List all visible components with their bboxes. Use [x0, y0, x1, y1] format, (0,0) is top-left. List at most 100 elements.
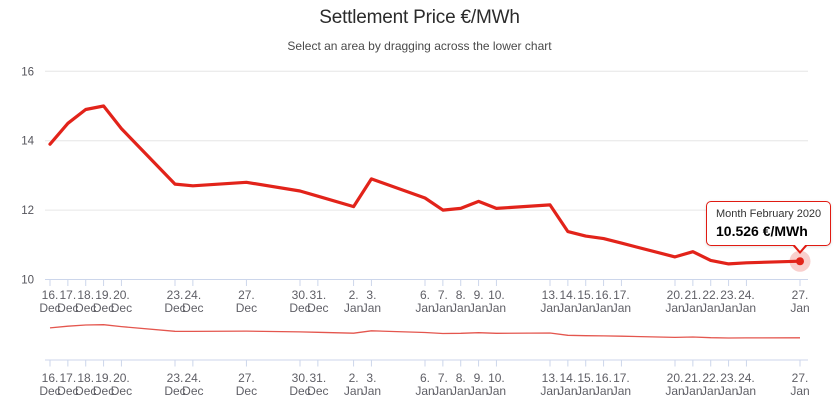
navigator-label-day[interactable]: 13.: [542, 371, 559, 385]
navigator-label-month[interactable]: Jan: [451, 384, 470, 398]
tooltip-value: 10.526 €/MWh: [716, 223, 808, 239]
navigator-series-line[interactable]: [49, 324, 801, 339]
x-axis-label-day: 17.: [60, 288, 77, 302]
navigator-label-month[interactable]: Jan: [415, 384, 434, 398]
x-axis-label-day: 13.: [542, 288, 559, 302]
navigator-label-month[interactable]: Jan: [558, 384, 577, 398]
x-axis-label-month: Jan: [415, 301, 434, 315]
navigator-label-month[interactable]: Jan: [540, 384, 559, 398]
x-axis-label-day: 14.: [560, 288, 577, 302]
x-axis-label-day: 23.: [167, 288, 184, 302]
navigator-label-day[interactable]: 18.: [77, 371, 94, 385]
tooltip-arrow-fill: [794, 244, 806, 251]
navigator-label-month[interactable]: Jan: [433, 384, 452, 398]
x-axis-label-day: 19.: [95, 288, 112, 302]
x-axis-label-month: Jan: [719, 301, 738, 315]
navigator-label-day[interactable]: 27.: [238, 371, 255, 385]
navigator-label-month[interactable]: Jan: [701, 384, 720, 398]
navigator-label-day[interactable]: 10.: [488, 371, 505, 385]
navigator-label-month[interactable]: Jan: [683, 384, 702, 398]
navigator-label-day[interactable]: 15.: [577, 371, 594, 385]
x-axis-label-month: Jan: [594, 301, 613, 315]
navigator-label-month[interactable]: Dec: [39, 384, 60, 398]
navigator-label-day[interactable]: 17.: [613, 371, 630, 385]
navigator-label-month[interactable]: Dec: [75, 384, 96, 398]
x-axis-label-month: Jan: [540, 301, 559, 315]
x-axis-label-month: Jan: [433, 301, 452, 315]
x-axis-label-month: Dec: [307, 301, 328, 315]
navigator-label-day[interactable]: 16.: [42, 371, 59, 385]
navigator-label-month[interactable]: Jan: [487, 384, 506, 398]
navigator-label-day[interactable]: 21.: [685, 371, 702, 385]
x-axis-label-month: Jan: [701, 301, 720, 315]
x-axis-label-day: 6.: [420, 288, 430, 302]
navigator-label-day[interactable]: 23.: [167, 371, 184, 385]
navigator-label-day[interactable]: 30.: [292, 371, 309, 385]
x-axis-label-month: Dec: [182, 301, 203, 315]
navigator-label-month[interactable]: Dec: [164, 384, 185, 398]
navigator-label-month[interactable]: Jan: [576, 384, 595, 398]
navigator-label-day[interactable]: 3.: [366, 371, 376, 385]
navigator-label-day[interactable]: 22.: [702, 371, 719, 385]
navigator-label-month[interactable]: Dec: [93, 384, 114, 398]
x-axis-label-month: Dec: [111, 301, 132, 315]
x-axis-label-day: 31.: [310, 288, 327, 302]
x-axis-label-month: Dec: [75, 301, 96, 315]
navigator-label-month[interactable]: Jan: [737, 384, 756, 398]
navigator-label-month[interactable]: Jan: [469, 384, 488, 398]
navigator-label-month[interactable]: Dec: [307, 384, 328, 398]
navigator-label-day[interactable]: 2.: [349, 371, 359, 385]
navigator-label-day[interactable]: 24.: [185, 371, 202, 385]
navigator-label-day[interactable]: 31.: [310, 371, 327, 385]
navigator-label-month[interactable]: Dec: [182, 384, 203, 398]
x-axis-label-month: Jan: [451, 301, 470, 315]
navigator-label-day[interactable]: 8.: [456, 371, 466, 385]
x-axis-label-day: 16.: [42, 288, 59, 302]
navigator-label-month[interactable]: Dec: [111, 384, 132, 398]
navigator-label-month[interactable]: Jan: [790, 384, 809, 398]
x-axis-label-day: 8.: [456, 288, 466, 302]
x-axis-label-day: 15.: [577, 288, 594, 302]
x-axis-label-day: 21.: [685, 288, 702, 302]
navigator-label-month[interactable]: Jan: [665, 384, 684, 398]
navigator-label-day[interactable]: 17.: [60, 371, 77, 385]
last-point-marker[interactable]: [796, 257, 804, 266]
chart-title: Settlement Price €/MWh: [319, 7, 520, 28]
x-axis-label-month: Jan: [344, 301, 363, 315]
navigator-label-month[interactable]: Dec: [236, 384, 257, 398]
chart-subtitle: Select an area by dragging across the lo…: [287, 39, 552, 53]
navigator-label-day[interactable]: 6.: [420, 371, 430, 385]
x-axis-label-month: Jan: [737, 301, 756, 315]
y-axis-label: 12: [21, 205, 34, 217]
tooltip-series-name: Month February 2020: [716, 208, 822, 220]
navigator-label-month[interactable]: Dec: [289, 384, 310, 398]
x-axis-label-day: 23.: [720, 288, 737, 302]
navigator-label-day[interactable]: 20.: [667, 371, 684, 385]
navigator-label-month[interactable]: Jan: [612, 384, 631, 398]
x-axis-label-day: 9.: [474, 288, 484, 302]
x-axis-label-month: Jan: [612, 301, 631, 315]
navigator-label-month[interactable]: Jan: [719, 384, 738, 398]
navigator-label-month[interactable]: Jan: [594, 384, 613, 398]
navigator-label-month[interactable]: Jan: [344, 384, 363, 398]
x-axis-label-month: Dec: [57, 301, 78, 315]
navigator-label-day[interactable]: 20.: [113, 371, 130, 385]
navigator-label-day[interactable]: 14.: [560, 371, 577, 385]
y-axis-label: 16: [21, 66, 34, 78]
x-axis-label-month: Jan: [665, 301, 684, 315]
navigator-label-day[interactable]: 19.: [95, 371, 112, 385]
x-axis-label-day: 24.: [738, 288, 755, 302]
navigator-label-day[interactable]: 9.: [474, 371, 484, 385]
navigator-label-month[interactable]: Jan: [362, 384, 381, 398]
navigator-label-day[interactable]: 7.: [438, 371, 448, 385]
navigator-label-day[interactable]: 27.: [792, 371, 809, 385]
y-axis-label: 10: [21, 275, 34, 287]
x-axis-label-month: Dec: [39, 301, 60, 315]
navigator-label-day[interactable]: 24.: [738, 371, 755, 385]
navigator-label-month[interactable]: Dec: [57, 384, 78, 398]
navigator-label-day[interactable]: 23.: [720, 371, 737, 385]
navigator-label-day[interactable]: 16.: [595, 371, 612, 385]
x-axis-label-day: 27.: [238, 288, 255, 302]
x-axis-label-month: Jan: [683, 301, 702, 315]
